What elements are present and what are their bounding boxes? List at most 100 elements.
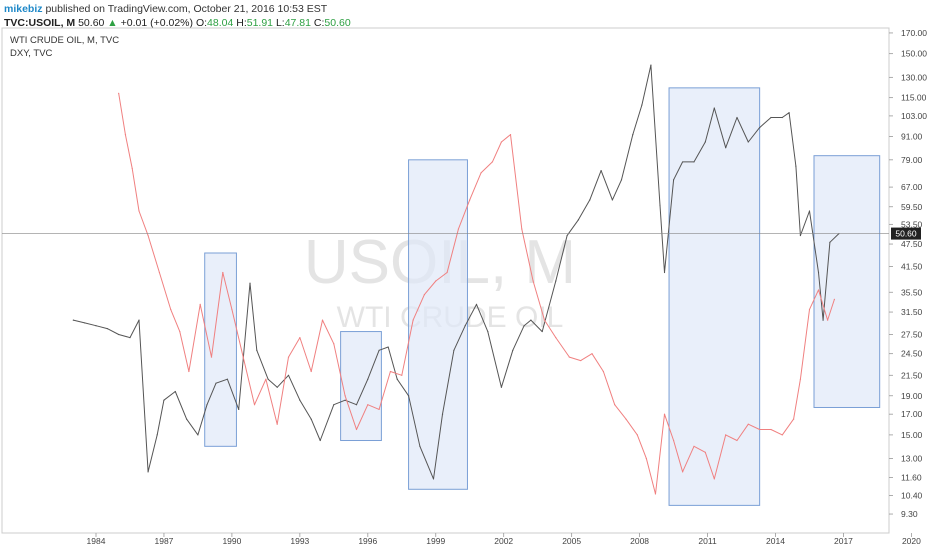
y-tick-label: 91.00 [901, 131, 923, 141]
oil-point [333, 404, 335, 406]
oil-point [795, 165, 797, 167]
dxy-point [580, 359, 582, 362]
oil-point [693, 161, 695, 163]
dxy-point [210, 356, 213, 358]
oil-point [641, 104, 643, 106]
low-label: L: [275, 17, 285, 29]
dxy-point [781, 434, 783, 436]
oil-point [378, 349, 380, 351]
ohlc-line: TVC:USOIL, M 50.60 ▲ +0.01 (+0.02%) O:48… [4, 17, 924, 30]
dxy-point [446, 271, 448, 274]
low-value: 47.81 [284, 17, 311, 29]
dxy-point [509, 133, 512, 136]
open-label: O: [195, 17, 208, 29]
oil-point [226, 378, 228, 380]
publish-info: published on TradingView.com, October 21… [45, 3, 328, 15]
symbol-label: TVC:USOIL, M [4, 17, 76, 29]
oil-point [163, 399, 165, 401]
x-axis[interactable]: 1984 1987 1990 1993 1996 1999 2002 2005 2008 2011… [87, 533, 932, 546]
author-name[interactable]: mikebiz [4, 3, 43, 15]
oil-point [541, 330, 543, 333]
oil-point [759, 126, 761, 129]
high-value: 51.91 [246, 17, 274, 29]
y-tick-label: 170.00 [901, 28, 927, 38]
dxy-point [713, 478, 715, 480]
chart-header: mikebiz published on TradingView.com, Oc… [4, 3, 924, 30]
oil-point [156, 434, 158, 436]
dxy-point [199, 303, 201, 305]
legend-dxy[interactable]: DXY, TVC [10, 48, 53, 59]
x-tick-label: 2011 [698, 536, 717, 546]
oil-point [118, 333, 120, 336]
oil-point [589, 199, 591, 201]
series-lines [72, 64, 840, 495]
oil-point [147, 471, 149, 473]
oil-point [453, 349, 455, 351]
oil-point [432, 478, 435, 480]
dxy-point [355, 428, 358, 431]
oil-point [788, 112, 790, 114]
dxy-point [521, 228, 523, 230]
dxy-point [747, 423, 749, 425]
y-axis[interactable]: 170.00 150.00 130.00 115.00 103.00 91.00 79.00… [889, 28, 927, 519]
oil-point [319, 439, 321, 442]
oil-point [238, 408, 240, 410]
dxy-point [276, 423, 278, 425]
dxy-point [124, 133, 127, 136]
dxy-point [663, 413, 666, 415]
oil-point [299, 399, 301, 401]
oil-point [770, 116, 772, 119]
oil-point [512, 349, 514, 351]
oil-point [523, 325, 525, 327]
oil-point [672, 179, 675, 181]
y-tick-label: 35.50 [901, 287, 923, 297]
dxy-point [614, 404, 616, 406]
x-tick-label: 2008 [630, 536, 649, 546]
oil-point [663, 271, 666, 274]
oil-point [267, 378, 269, 380]
dxy-point [253, 404, 256, 406]
oil-point [704, 141, 706, 143]
oil-point [407, 395, 410, 397]
oil-point [530, 319, 532, 321]
x-tick-label: 2014 [766, 536, 785, 546]
dxy-point [457, 228, 459, 230]
highlight-box-4 [668, 87, 761, 506]
dxy-point [242, 356, 244, 358]
dxy-point [591, 353, 593, 355]
oil-point [197, 434, 199, 436]
dxy-point [389, 370, 392, 373]
oil-point [475, 303, 478, 305]
y-tick-label: 21.50 [901, 370, 923, 380]
plot-border [1, 27, 890, 534]
dxy-point [725, 434, 727, 436]
dxy-point [625, 418, 627, 420]
dxy-point [469, 199, 471, 201]
y-tick-label: 24.50 [901, 349, 923, 359]
dxy-point [555, 336, 557, 339]
dxy-point [817, 289, 820, 291]
dxy-point [770, 428, 772, 431]
dxy-point [378, 408, 380, 410]
dxy-point [826, 319, 829, 321]
y-tick-label: 53.50 [901, 219, 923, 229]
dxy-point [299, 336, 301, 339]
highlight-box-2 [340, 331, 382, 442]
oil-point [822, 319, 824, 321]
dxy-point [265, 378, 267, 380]
dxy-point [543, 319, 546, 321]
dxy-point [480, 172, 482, 174]
dxy-point [179, 330, 181, 333]
dxy-point [491, 161, 493, 163]
y-tick-label: 15.00 [901, 430, 923, 440]
dxy-point [636, 434, 638, 436]
oil-point [174, 390, 176, 393]
dxy-point [412, 319, 414, 321]
legend-oil[interactable]: WTI CRUDE OIL, M, TVC [10, 35, 119, 46]
y-tick-label: 47.50 [901, 239, 923, 249]
oil-point [441, 413, 444, 415]
dxy-point [131, 167, 133, 170]
y-tick-label: 31.50 [901, 307, 923, 317]
dxy-point [808, 308, 811, 311]
